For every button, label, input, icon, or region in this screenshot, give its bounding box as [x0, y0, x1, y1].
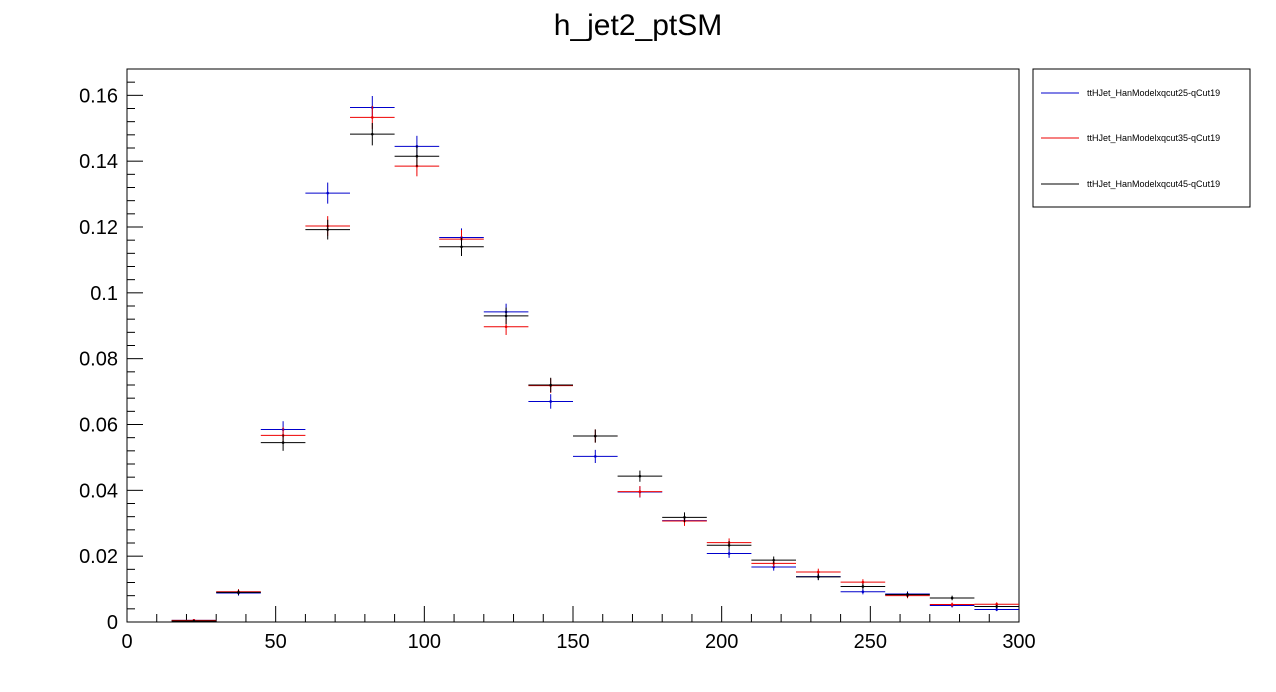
- point-marker: [549, 383, 552, 387]
- x-tick-label: 250: [854, 631, 887, 653]
- data-point: [439, 237, 484, 256]
- point-marker: [192, 619, 196, 623]
- data-point: [305, 182, 350, 204]
- legend-label: ttHJet_HanModelxqcut35-qCut19: [1087, 133, 1220, 143]
- plot-frame: [126, 68, 1020, 623]
- axes: 0 50 100 150 200 250 300 0 0.02 0.04 0.06 0.08 0.1 0.…: [79, 68, 1036, 653]
- y-tick-label: 0.08: [79, 349, 118, 371]
- legend-label: ttHJet_HanModelxqcut45-qCut19: [1087, 179, 1220, 189]
- data-point: [528, 377, 573, 393]
- point-marker: [861, 590, 865, 594]
- data-point: [350, 122, 395, 146]
- y-tick-label: 0: [107, 612, 118, 634]
- data-point: [528, 394, 573, 409]
- point-marker: [817, 570, 820, 574]
- point-marker: [237, 591, 240, 594]
- data-point: [260, 434, 306, 451]
- point-marker: [950, 596, 954, 600]
- data-point: [573, 429, 618, 443]
- point-marker: [861, 585, 865, 588]
- series-3: [171, 122, 1019, 623]
- point-marker: [638, 490, 642, 493]
- data-point: [751, 556, 796, 564]
- point-marker: [549, 400, 552, 403]
- y-tick-label: 0.06: [79, 415, 118, 437]
- y-tick-label: 0.14: [79, 151, 118, 173]
- point-marker: [727, 552, 731, 555]
- point-marker: [772, 558, 775, 562]
- point-marker: [638, 474, 642, 478]
- point-marker: [371, 132, 374, 136]
- point-marker: [326, 191, 330, 195]
- point-marker: [817, 575, 820, 579]
- data-point: [394, 145, 440, 167]
- chart-title: h_jet2_ptSM: [554, 9, 722, 42]
- data-point: [305, 219, 350, 240]
- legend-label: ttHJet_HanModelxqcut25-qCut19: [1087, 88, 1220, 98]
- data-point: [573, 449, 618, 464]
- point-marker: [950, 603, 954, 606]
- point-marker: [861, 580, 865, 584]
- series-2: [171, 105, 1019, 622]
- data-point: [796, 568, 841, 576]
- x-tick-label: 50: [265, 631, 287, 653]
- point-marker: [594, 434, 597, 438]
- point-marker: [460, 245, 463, 249]
- point-marker: [504, 325, 508, 329]
- point-marker: [683, 516, 686, 519]
- y-tick-label: 0.02: [79, 546, 118, 568]
- legend: ttHJet_HanModelxqcut25-qCut19 ttHJet_HanM…: [1032, 68, 1251, 208]
- data-point: [974, 607, 1019, 612]
- data-point: [216, 589, 261, 596]
- legend-entry-1: ttHJet_HanModelxqcut25-qCut19: [1041, 88, 1220, 98]
- data-point: [706, 541, 752, 550]
- point-marker: [727, 544, 731, 547]
- y-tick-label: 0.12: [79, 217, 118, 239]
- point-marker: [504, 314, 508, 318]
- x-tick-label: 300: [1002, 631, 1035, 653]
- x-tick-label: 200: [705, 631, 738, 653]
- point-marker: [326, 228, 330, 231]
- data-point: [974, 604, 1019, 609]
- point-marker: [995, 602, 998, 606]
- data-point: [706, 549, 752, 558]
- x-tick-label: 150: [556, 631, 589, 653]
- data-point: [662, 512, 707, 523]
- data-point: [617, 470, 663, 482]
- data-point: [929, 595, 975, 601]
- data-point: [483, 307, 529, 325]
- data-point: [885, 592, 930, 598]
- y-tick-label: 0.1: [90, 283, 118, 305]
- x-tick-label: 0: [121, 631, 132, 653]
- x-tick-label: 100: [408, 631, 441, 653]
- data-point: [796, 573, 841, 581]
- y-tick-label: 0.04: [79, 480, 118, 502]
- legend-entry-2: ttHJet_HanModelxqcut35-qCut19: [1041, 133, 1220, 143]
- point-marker: [415, 154, 419, 158]
- point-marker: [995, 605, 998, 608]
- point-marker: [995, 608, 998, 611]
- data-point: [840, 583, 886, 590]
- series-1: [171, 95, 1019, 622]
- data-point: [617, 486, 663, 498]
- data-point: [171, 619, 217, 623]
- point-marker: [371, 116, 374, 119]
- data-marks: [171, 95, 1019, 623]
- point-marker: [906, 593, 909, 596]
- data-point: [840, 589, 886, 595]
- data-point: [929, 602, 975, 607]
- point-marker: [281, 441, 285, 444]
- point-marker: [594, 455, 597, 458]
- data-point: [840, 579, 886, 586]
- y-tick-label: 0.16: [79, 85, 118, 107]
- legend-entry-3: ttHJet_HanModelxqcut45-qCut19: [1041, 179, 1220, 189]
